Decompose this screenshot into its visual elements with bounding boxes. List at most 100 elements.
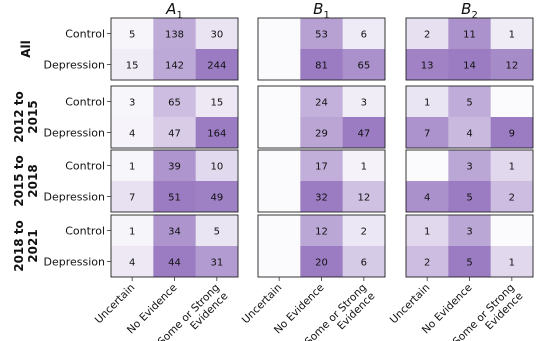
- heatmap-cell: [258, 117, 301, 149]
- heatmap-cell: [258, 86, 301, 118]
- y-tick-label: Depression: [44, 59, 106, 72]
- heatmap-cell: [300, 86, 343, 118]
- x-tick-label-line: Uncertain: [240, 282, 285, 327]
- x-tick-label-line: Uncertain: [388, 282, 433, 327]
- heatmap-panel: 17 1 32 12: [257, 149, 386, 213]
- heatmap-cell: [406, 150, 449, 182]
- cell-value-label: 164: [207, 129, 226, 140]
- panel-frame: [110, 17, 239, 81]
- cell-value-label: 81: [315, 61, 328, 72]
- cell-value-label: 15: [126, 61, 139, 72]
- cell-value-label: 65: [357, 61, 370, 72]
- heatmap-cell: [111, 215, 154, 247]
- cell-value-label: 5: [129, 30, 135, 41]
- heatmap-cell: [111, 117, 154, 149]
- row-group-label-line: 2018: [26, 164, 40, 197]
- heatmap-panel: 3 65 15 4 47 164: [110, 85, 239, 149]
- heatmap-cell: [490, 86, 534, 118]
- heatmap-cell: [195, 246, 239, 278]
- cell-value-label: 12: [315, 227, 328, 238]
- heatmap-panel: 53 6 81 65: [257, 17, 386, 81]
- cell-value-label: 1: [509, 162, 515, 173]
- heatmap-cell: [406, 86, 449, 118]
- heatmap-cell: [258, 181, 301, 213]
- row-group-label-line: All: [19, 40, 33, 58]
- y-tick-label: Control: [65, 96, 105, 109]
- heatmap-cell: [406, 117, 449, 149]
- cell-value-label: 5: [466, 98, 472, 109]
- heatmap-cell: [300, 215, 343, 247]
- cell-value-label: 5: [214, 227, 220, 238]
- heatmap-cell: [342, 18, 386, 50]
- heatmap-cell: [448, 181, 491, 213]
- heatmap-cell: [195, 18, 239, 50]
- heatmap-cell: [490, 117, 534, 149]
- heatmap-cell: [342, 246, 386, 278]
- row-group-label: 2018 to 2021: [12, 220, 40, 272]
- cell-value-label: 4: [129, 258, 135, 269]
- heatmap-cell: [406, 246, 449, 278]
- y-tick-label: Control: [65, 28, 105, 41]
- heatmap-cell: [406, 215, 449, 247]
- cell-value-label: 17: [315, 162, 328, 173]
- y-tick-label: Depression: [44, 256, 106, 269]
- cell-value-label: 2: [424, 30, 430, 41]
- heatmap-cell: [195, 150, 239, 182]
- row-group-label-line: 2015: [26, 100, 40, 133]
- heatmap-cell: [448, 86, 491, 118]
- cell-value-label: 31: [210, 258, 223, 269]
- cell-value-label: 3: [361, 98, 367, 109]
- cell-value-label: 4: [466, 129, 472, 140]
- heatmap-cell: [406, 181, 449, 213]
- cell-value-label: 3: [466, 162, 472, 173]
- panel-frame: [257, 17, 386, 81]
- cell-value-label: 29: [315, 129, 328, 140]
- cell-value-label: 65: [168, 98, 181, 109]
- heatmap-panel: 1 34 54 44 31: [110, 214, 239, 278]
- column-title: B2: [461, 0, 478, 21]
- heatmap-cell: [111, 181, 154, 213]
- cell-value-label: 20: [315, 258, 328, 269]
- heatmap-cell: [490, 150, 534, 182]
- cell-value-label: 15: [210, 98, 223, 109]
- cell-value-label: 1: [424, 227, 430, 238]
- y-tick-label: Control: [65, 160, 105, 173]
- cell-value-label: 24: [315, 98, 328, 109]
- heatmap-cell: [342, 215, 386, 247]
- heatmap-cell: [490, 181, 534, 213]
- panel-frame: [257, 85, 386, 149]
- heatmap-cell: [153, 86, 196, 118]
- heatmap-cell: [300, 18, 343, 50]
- heatmap-cell: [300, 246, 343, 278]
- heatmap-cell: [448, 18, 491, 50]
- heatmap-panel: 1 5 7 4 9: [405, 85, 534, 149]
- heatmap-cell: [448, 117, 491, 149]
- panel-frame: [405, 17, 534, 81]
- heatmap-cell: [342, 86, 386, 118]
- cell-value-label: 3: [129, 98, 135, 109]
- heatmap-cell: [490, 215, 534, 247]
- x-tick-label: Uncertain: [240, 282, 285, 327]
- cell-value-label: 5: [466, 258, 472, 269]
- cell-value-label: 1: [424, 98, 430, 109]
- cell-value-label: 44: [168, 258, 181, 269]
- heatmap-cell: [300, 150, 343, 182]
- panel-frame: [405, 149, 534, 213]
- y-tick-label: Depression: [44, 191, 106, 204]
- cell-value-label: 34: [168, 227, 181, 238]
- heatmap-cell: [111, 150, 154, 182]
- panel-frame: [405, 85, 534, 149]
- cell-value-label: 1: [129, 227, 135, 238]
- cell-value-label: 142: [165, 61, 184, 72]
- cell-value-label: 2: [509, 193, 515, 204]
- heatmap-cell: [342, 150, 386, 182]
- cell-value-label: 1: [509, 30, 515, 41]
- heatmap-cell: [195, 49, 239, 81]
- row-group-label: 2012 to 2015: [12, 91, 40, 143]
- cell-value-label: 1: [509, 258, 515, 269]
- heatmap-cell: [153, 181, 196, 213]
- cell-value-label: 4: [129, 129, 135, 140]
- cell-value-label: 14: [463, 61, 476, 72]
- cell-value-label: 1: [129, 162, 135, 173]
